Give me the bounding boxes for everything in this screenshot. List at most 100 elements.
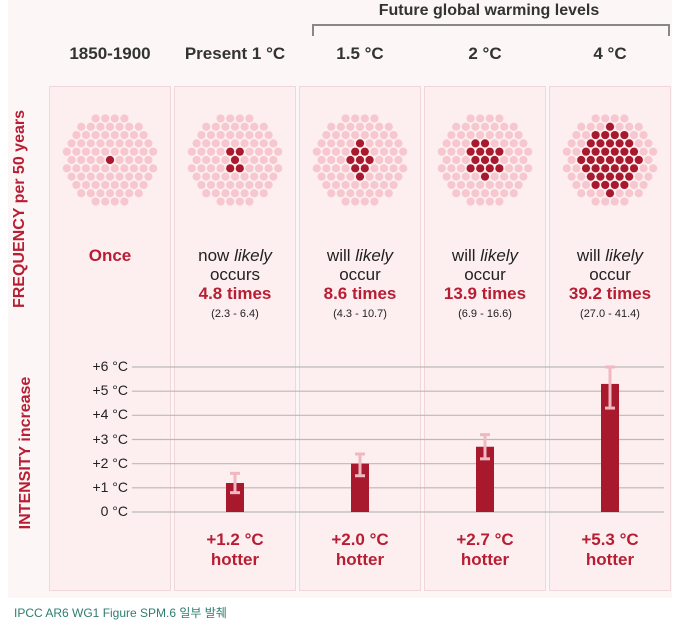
dot-empty bbox=[274, 147, 283, 156]
dot-filled bbox=[596, 172, 605, 181]
dot-filled bbox=[615, 172, 624, 181]
dot-empty bbox=[254, 164, 264, 173]
dot-empty bbox=[134, 189, 143, 198]
dot-empty bbox=[375, 139, 384, 148]
dot-filled bbox=[351, 147, 360, 156]
dot-empty bbox=[384, 139, 393, 148]
dot-filled bbox=[615, 139, 624, 148]
dot-empty bbox=[649, 147, 658, 156]
dot-empty bbox=[312, 164, 321, 173]
column-header-1850: 1850-1900 bbox=[69, 44, 151, 63]
dot-empty bbox=[245, 147, 254, 156]
dot-empty bbox=[77, 189, 86, 198]
dot-empty bbox=[91, 197, 100, 206]
dot-empty bbox=[115, 155, 124, 165]
dot-empty bbox=[206, 147, 216, 156]
dot-filled bbox=[596, 155, 605, 165]
dot-empty bbox=[452, 172, 461, 181]
dot-empty bbox=[447, 164, 456, 173]
dot-empty bbox=[490, 189, 499, 198]
dot-empty bbox=[514, 180, 523, 190]
dot-empty bbox=[336, 189, 345, 198]
dot-filled bbox=[625, 155, 634, 165]
dot-empty bbox=[221, 172, 230, 181]
dot-filled bbox=[610, 164, 619, 173]
dot-empty bbox=[91, 180, 100, 190]
dot-empty bbox=[250, 155, 259, 165]
dot-filled bbox=[601, 180, 610, 190]
dot-empty bbox=[331, 180, 341, 190]
dot-filled bbox=[615, 155, 624, 165]
dot-empty bbox=[495, 130, 504, 140]
dot-filled bbox=[620, 164, 629, 173]
column-header-4: 4 °C bbox=[593, 44, 627, 63]
dot-empty bbox=[389, 180, 398, 190]
dot-filled bbox=[601, 164, 610, 173]
dot-empty bbox=[235, 197, 244, 206]
dot-empty bbox=[120, 114, 129, 123]
dot-empty bbox=[562, 164, 571, 173]
dot-empty bbox=[269, 155, 278, 165]
dot-empty bbox=[341, 130, 350, 140]
dot-empty bbox=[259, 139, 268, 148]
dot-empty bbox=[485, 180, 494, 190]
dot-empty bbox=[336, 155, 345, 165]
dot-empty bbox=[384, 172, 393, 181]
intensity-bar bbox=[476, 446, 494, 512]
y-tick-label: 0 °C bbox=[100, 503, 128, 519]
dot-empty bbox=[115, 172, 124, 181]
dot-empty bbox=[216, 130, 225, 140]
dot-empty bbox=[77, 122, 86, 131]
dot-empty bbox=[577, 122, 586, 131]
dot-empty bbox=[327, 189, 336, 198]
dot-empty bbox=[81, 147, 91, 156]
dot-filled bbox=[601, 130, 610, 140]
dot-empty bbox=[101, 130, 110, 140]
frequency-line1: will likely bbox=[576, 246, 644, 265]
dot-empty bbox=[601, 114, 610, 123]
dot-empty bbox=[211, 155, 220, 165]
dot-empty bbox=[77, 172, 86, 181]
dot-filled bbox=[476, 147, 485, 156]
dot-empty bbox=[389, 147, 398, 156]
dot-filled bbox=[591, 147, 600, 156]
dot-empty bbox=[149, 164, 158, 173]
dot-empty bbox=[105, 189, 115, 198]
dot-filled bbox=[620, 130, 629, 140]
dot-empty bbox=[577, 139, 586, 148]
dot-empty bbox=[519, 172, 528, 181]
dot-filled bbox=[235, 147, 244, 156]
dot-empty bbox=[389, 164, 398, 173]
dot-empty bbox=[221, 155, 230, 165]
dot-filled bbox=[620, 147, 629, 156]
dot-empty bbox=[197, 164, 206, 173]
dot-empty bbox=[226, 130, 235, 140]
future-bracket bbox=[312, 24, 670, 36]
y-tick-label: +5 °C bbox=[92, 382, 128, 398]
dot-empty bbox=[346, 139, 355, 148]
hotter-label: +1.2 °C hotter bbox=[206, 530, 264, 569]
dot-empty bbox=[351, 197, 360, 206]
dot-empty bbox=[610, 114, 619, 123]
dot-empty bbox=[144, 172, 153, 181]
dot-empty bbox=[456, 180, 466, 190]
dot-empty bbox=[101, 197, 110, 206]
dot-empty bbox=[500, 122, 509, 131]
dot-empty bbox=[615, 189, 624, 198]
hotter-label: +5.3 °C hotter bbox=[581, 530, 639, 569]
dot-empty bbox=[644, 155, 653, 165]
dot-empty bbox=[254, 147, 264, 156]
dot-filled bbox=[346, 155, 355, 165]
dot-empty bbox=[586, 122, 595, 131]
dot-empty bbox=[581, 130, 591, 140]
dot-empty bbox=[250, 172, 259, 181]
dot-empty bbox=[466, 197, 475, 206]
dot-empty bbox=[447, 147, 456, 156]
dot-empty bbox=[192, 155, 201, 165]
dot-empty bbox=[110, 180, 119, 190]
figure-caption: IPCC AR6 WG1 Figure SPM.6 일부 발췌 bbox=[14, 606, 227, 620]
dot-empty bbox=[240, 122, 249, 131]
dot-filled bbox=[466, 164, 475, 173]
dot-empty bbox=[327, 122, 336, 131]
dot-empty bbox=[509, 172, 518, 181]
